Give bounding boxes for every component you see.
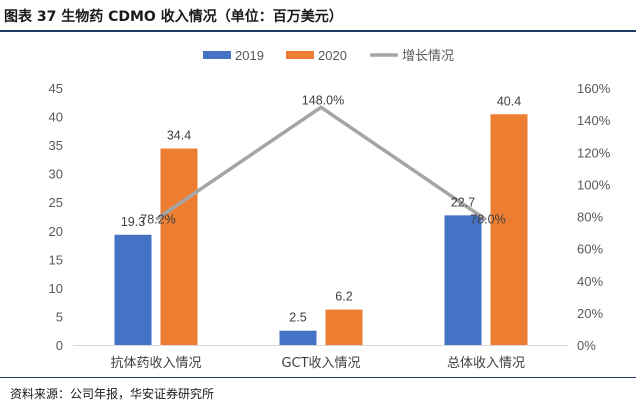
bar-value-label: 40.4	[497, 94, 521, 108]
y2-tick-label: 40%	[577, 274, 603, 289]
legend-label: 2019	[235, 48, 264, 63]
y2-tick-label: 120%	[577, 145, 611, 160]
right-axis: 0% 20% 40% 60% 80% 100% 120% 140% 160%	[577, 81, 611, 353]
chart-title: 图表 37 生物药 CDMO 收入情况（单位：百万美元）	[4, 9, 343, 25]
growth-line-path	[155, 105, 487, 222]
y2-tick-label: 20%	[577, 306, 603, 321]
y-tick-label: 35	[49, 138, 63, 153]
line-value-label: 78.2%	[140, 212, 175, 226]
bar-2020	[325, 309, 363, 345]
line-value-label: 148.0%	[302, 93, 344, 107]
y-tick-label: 30	[49, 167, 63, 182]
y-tick-label: 25	[49, 195, 63, 210]
bar-2019	[114, 234, 152, 345]
y-tick-label: 20	[49, 224, 63, 239]
legend-label: 增长情况	[402, 48, 454, 63]
bar-value-label: 6.2	[335, 290, 352, 304]
bar-2020	[490, 114, 528, 345]
growth-line	[155, 105, 487, 222]
chart: 2019 2020 增长情况 0 5 10 15 20 25 30 35 40 45 0% 20% 40%…	[49, 48, 611, 371]
y-tick-label: 45	[49, 81, 63, 96]
y2-tick-label: 100%	[577, 177, 611, 192]
left-axis: 0 5 10 15 20 25 30 35 40 45	[49, 81, 63, 353]
bar-2019	[444, 215, 482, 345]
source-note: 资料来源：公司年报，华安证券研究所	[10, 387, 215, 401]
y2-tick-label: 0%	[577, 338, 596, 353]
legend-swatch-2020	[286, 51, 314, 59]
legend-swatch-2019	[203, 51, 231, 59]
line-value-label: 78.0%	[470, 213, 505, 227]
legend: 2019 2020 增长情况	[203, 48, 454, 63]
data-labels: 19.3 2.5 22.7 34.4 6.2 40.4 78.2% 148.0% 78.0%	[121, 93, 521, 324]
bar-2020	[160, 148, 198, 345]
y-tick-label: 5	[56, 309, 63, 324]
bar-value-label: 2.5	[289, 311, 306, 325]
title-rule	[0, 30, 636, 32]
bars	[114, 114, 528, 345]
category-label: 抗体药收入情况	[110, 356, 201, 371]
category-label: 总体收入情况	[447, 356, 525, 371]
bar-value-label: 19.3	[121, 215, 145, 229]
bar-value-label: 22.7	[451, 195, 475, 209]
y2-tick-label: 140%	[577, 113, 611, 128]
source-rule	[0, 377, 636, 378]
y-tick-label: 15	[49, 252, 63, 267]
y2-tick-label: 80%	[577, 210, 603, 225]
y-tick-label: 0	[56, 338, 63, 353]
category-label: GCT收入情况	[281, 356, 360, 371]
bar-2019	[279, 330, 317, 345]
bar-value-label: 34.4	[167, 129, 191, 143]
legend-label: 2020	[318, 48, 347, 63]
category-labels: 抗体药收入情况 GCT收入情况 总体收入情况	[110, 356, 525, 371]
y2-tick-label: 160%	[577, 81, 611, 96]
y-tick-label: 10	[49, 281, 63, 296]
y2-tick-label: 60%	[577, 242, 603, 257]
y-tick-label: 40	[49, 110, 63, 125]
